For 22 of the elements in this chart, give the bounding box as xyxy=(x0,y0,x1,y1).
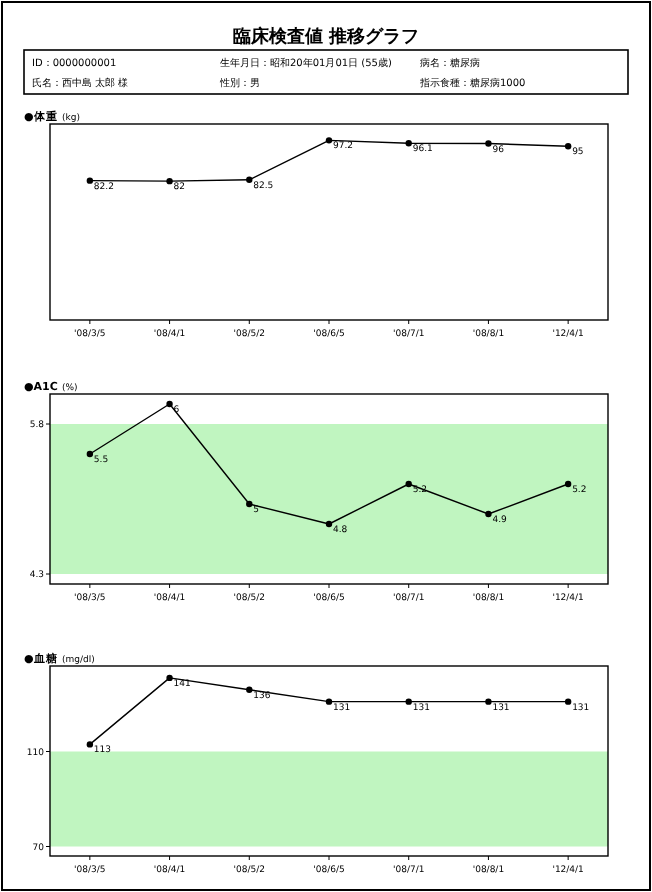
point xyxy=(86,450,94,458)
point xyxy=(564,143,572,150)
point xyxy=(405,140,412,147)
point xyxy=(405,480,412,488)
point xyxy=(166,177,173,185)
point xyxy=(246,500,253,508)
point xyxy=(564,698,572,705)
point xyxy=(325,520,333,528)
point xyxy=(86,177,94,184)
point xyxy=(246,176,253,184)
point xyxy=(564,480,572,488)
point xyxy=(325,698,333,705)
point xyxy=(485,140,492,147)
point xyxy=(325,137,333,144)
point xyxy=(485,510,492,518)
point xyxy=(246,686,253,693)
point xyxy=(405,698,412,705)
text: 臨床検査値 推移グラフ xyxy=(232,26,420,48)
point xyxy=(86,741,94,748)
point xyxy=(166,400,173,408)
point xyxy=(166,674,173,682)
point xyxy=(485,698,492,705)
